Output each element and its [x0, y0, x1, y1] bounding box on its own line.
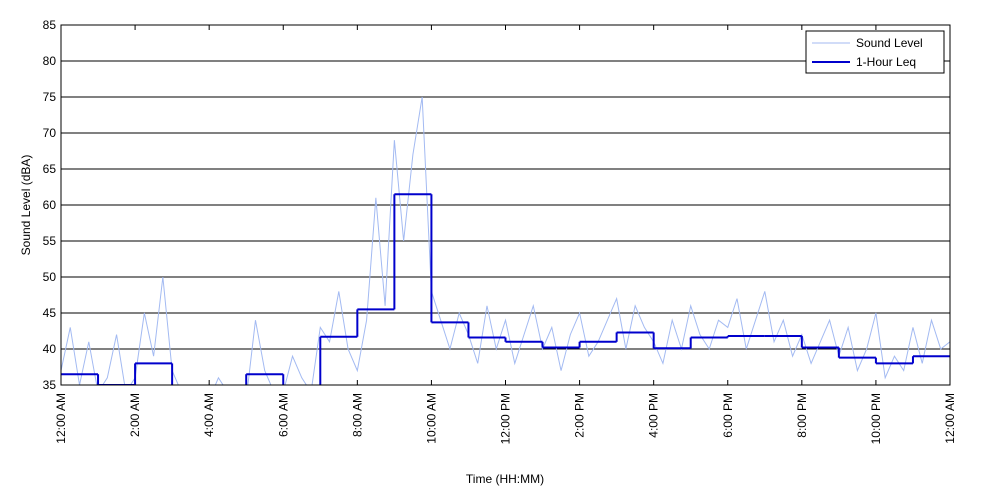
- series-layer: [61, 96, 950, 385]
- x-tick-label: 2:00 AM: [128, 393, 142, 437]
- plot-frame: [60, 24, 951, 386]
- y-tick-label: 85: [43, 18, 57, 32]
- x-tick-label: 10:00 AM: [424, 393, 438, 444]
- x-tick-label: 2:00 PM: [573, 393, 587, 438]
- y-tick-label: 35: [43, 378, 57, 392]
- x-tick-label: 12:00 AM: [54, 393, 68, 444]
- legend-box: [805, 30, 945, 74]
- x-tick-label: 8:00 PM: [795, 393, 809, 438]
- x-tick-label: 6:00 PM: [721, 393, 735, 438]
- y-tick-label: 70: [43, 126, 57, 140]
- y-tick-label: 65: [43, 162, 57, 176]
- x-tick-label: 4:00 PM: [647, 393, 661, 438]
- y-tick-label: 75: [43, 90, 57, 104]
- x-tick-label: 12:00 AM: [943, 393, 957, 444]
- y-tick-label: 45: [43, 306, 57, 320]
- sound-level-line: [61, 96, 950, 385]
- x-tick-label: 6:00 AM: [276, 393, 290, 437]
- x-tick-label: 4:00 AM: [202, 393, 216, 437]
- y-tick-label: 50: [43, 270, 57, 284]
- y-tick-label: 60: [43, 198, 57, 212]
- legend-label: Sound Level: [856, 36, 923, 50]
- x-axis-label: Time (HH:MM): [466, 472, 544, 486]
- x-tick-label: 12:00 PM: [499, 393, 513, 444]
- y-axis-label: Sound Level (dBA): [19, 155, 33, 256]
- x-tick-label: 8:00 AM: [350, 393, 364, 437]
- legend-label: 1-Hour Leq: [856, 55, 916, 69]
- y-tick-label: 55: [43, 234, 57, 248]
- y-tick-label: 80: [43, 54, 57, 68]
- y-tick-label: 40: [43, 342, 57, 356]
- x-tick-label: 10:00 PM: [869, 393, 883, 444]
